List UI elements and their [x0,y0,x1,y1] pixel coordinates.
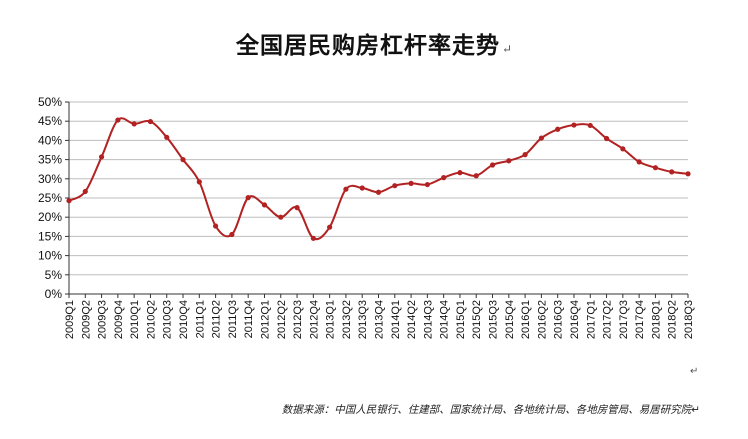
data-point [245,195,251,201]
data-point [392,183,398,189]
x-tick-label: 2012Q1 [259,300,271,339]
data-point [408,180,414,187]
data-point [278,214,284,220]
x-tick-label: 2012Q3 [292,300,304,339]
x-tick-label: 2011Q2 [211,300,223,338]
y-axis: 0% 5% 10% 15% 20% 25% 30% 35% 40% 45% 50% [38,95,70,301]
x-tick-label: 2009Q4 [113,300,125,339]
x-tick-label: 2013Q1 [325,300,337,339]
data-point [131,121,137,127]
x-tick-label: 2014Q1 [390,300,402,339]
data-point [115,117,121,123]
data-point [359,185,365,191]
x-tick-label: 2016Q1 [520,300,532,339]
data-point [473,173,479,179]
data-point [213,223,219,229]
x-tick-label: 2017Q3 [618,300,630,339]
data-point [327,224,333,230]
x-tick-label: 2013Q2 [341,300,353,339]
gridlines [69,101,688,295]
data-point [506,158,512,164]
data-point [180,157,186,163]
data-point [522,152,528,158]
chart-title: 全国居民购房杠杆率走势 ↵ [0,26,748,60]
data-point [229,231,235,238]
data-point [636,159,642,165]
data-point [424,181,430,188]
x-tick-label: 2012Q2 [276,300,288,339]
data-point [489,162,496,168]
data-point [669,169,675,175]
x-tick-label: 2010Q1 [129,300,141,339]
x-tick-label: 2015Q1 [455,300,467,339]
data-point [620,146,626,152]
x-tick-label: 2011Q3 [227,300,239,338]
y-tick-label: 45% [38,114,62,128]
plot-area [66,117,691,241]
y-tick-label: 5% [45,268,63,282]
x-tick-label: 2013Q3 [357,300,369,339]
data-point [294,205,300,211]
x-tick-label: 2016Q3 [553,300,565,339]
x-tick-label: 2015Q3 [488,300,500,339]
data-point [147,118,154,125]
x-tick-label: 2014Q4 [439,300,451,339]
data-point [555,126,561,132]
x-tick-label: 2016Q4 [569,300,581,339]
x-tick-label: 2018Q3 [683,300,695,339]
chart-title-text: 全国居民购房杠杆率走势 [235,32,500,59]
data-point [310,235,316,241]
data-point [587,122,593,129]
data-point [603,135,610,142]
x-tick-label: 2014Q3 [422,300,434,339]
axis-return-mark: ↵ [690,366,699,377]
y-tick-label: 30% [38,172,62,186]
x-tick-label: 2012Q4 [308,300,320,339]
data-point [164,134,170,140]
x-tick-label: 2015Q2 [471,300,483,339]
x-tick-label: 2017Q1 [585,300,597,339]
x-tick-label: 2016Q2 [536,300,548,339]
data-point [343,186,349,192]
data-point [261,202,268,208]
x-tick-label: 2010Q2 [145,300,157,339]
data-point [457,170,463,176]
x-tick-label: 2011Q1 [194,300,206,338]
x-tick-label: 2009Q1 [64,300,76,339]
data-point [441,175,447,181]
x-tick-label: 2017Q4 [634,300,646,339]
x-axis: 2009Q1 2009Q2 2009Q3 2009Q4 2010Q1 2010Q2 2010… [64,293,695,339]
x-tick-label: 2009Q3 [97,300,109,339]
x-tick-label: 2015Q4 [504,300,516,339]
data-point [685,171,691,177]
data-point [538,135,544,141]
data-point [375,189,382,195]
y-tick-label: 40% [38,133,62,147]
x-tick-label: 2018Q2 [667,300,679,339]
x-tick-label: 2013Q4 [374,300,386,339]
x-tick-label: 2010Q3 [162,300,174,339]
x-tick-label: 2014Q2 [406,300,418,339]
y-tick-label: 25% [38,191,62,205]
source-note: 数据来源：中国人民银行、住建部、国家统计局、各地统计局、各地房管局、易居研究院↵ [281,404,700,416]
x-tick-label: 2009Q2 [80,300,92,339]
x-tick-label: 2011Q4 [243,300,255,338]
data-point [82,188,88,195]
data-point [196,179,202,185]
y-tick-label: 15% [38,229,62,243]
title-return-mark: ↵ [501,42,513,56]
data-point [652,165,659,171]
y-tick-label: 10% [38,249,62,263]
y-tick-label: 50% [38,95,62,109]
y-tick-label: 35% [38,153,62,167]
x-tick-label: 2018Q1 [650,300,662,339]
data-point [571,122,577,128]
data-point [98,154,105,160]
y-tick-label: 0% [45,287,63,301]
data-point [66,198,72,204]
x-tick-label: 2010Q4 [178,300,190,339]
x-tick-label: 2017Q2 [602,300,614,339]
y-tick-label: 20% [38,210,62,224]
